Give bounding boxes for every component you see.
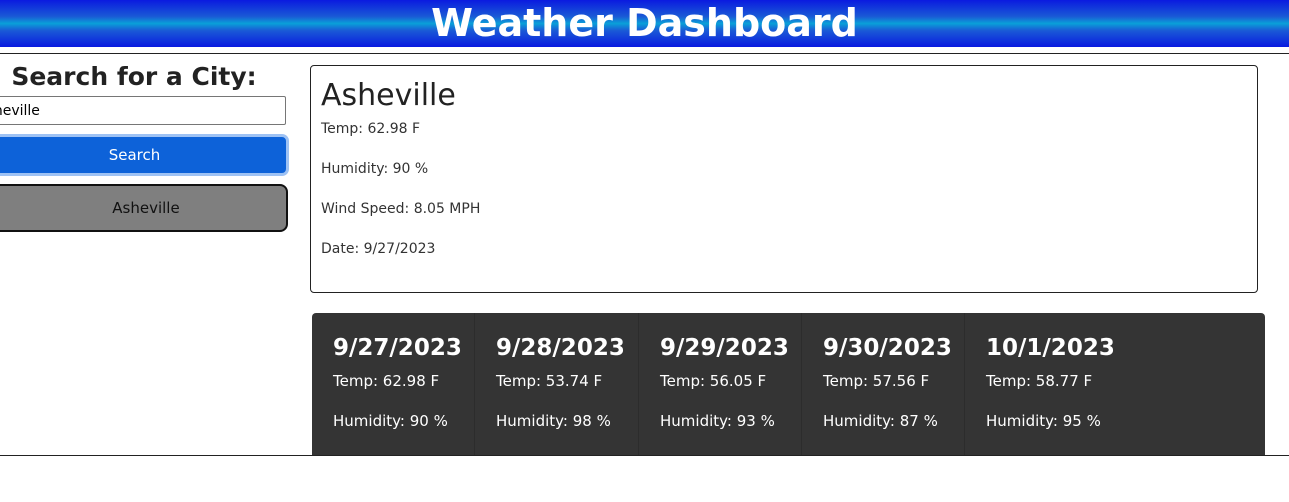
app-header: Weather Dashboard bbox=[0, 0, 1289, 47]
current-city-name: Asheville bbox=[321, 78, 456, 113]
forecast-date: 9/27/2023 bbox=[333, 335, 462, 361]
forecast-humidity: Humidity: 87 % bbox=[823, 412, 938, 430]
forecast-temp: Temp: 58.77 F bbox=[986, 372, 1093, 390]
page-title: Weather Dashboard bbox=[431, 1, 858, 45]
history-city-button[interactable]: Asheville bbox=[0, 184, 288, 232]
footer-divider bbox=[0, 455, 1289, 456]
forecast-date: 9/28/2023 bbox=[496, 335, 625, 361]
forecast-temp: Temp: 53.74 F bbox=[496, 372, 603, 390]
forecast-temp: Temp: 62.98 F bbox=[333, 372, 440, 390]
forecast-card: 9/29/2023 Temp: 56.05 F Humidity: 93 % bbox=[639, 313, 802, 455]
forecast-humidity: Humidity: 98 % bbox=[496, 412, 611, 430]
forecast-temp: Temp: 57.56 F bbox=[823, 372, 930, 390]
search-button[interactable]: Search bbox=[0, 134, 289, 176]
forecast-humidity: Humidity: 95 % bbox=[986, 412, 1101, 430]
forecast-date: 9/30/2023 bbox=[823, 335, 952, 361]
forecast-card: 10/1/2023 Temp: 58.77 F Humidity: 95 % bbox=[965, 313, 1128, 455]
forecast-date: 10/1/2023 bbox=[986, 335, 1115, 361]
header-divider bbox=[0, 53, 1289, 54]
current-wind-speed: Wind Speed: 8.05 MPH bbox=[321, 201, 481, 217]
city-search-input[interactable] bbox=[0, 96, 286, 125]
forecast-card: 9/27/2023 Temp: 62.98 F Humidity: 90 % bbox=[312, 313, 475, 455]
forecast-card: 9/30/2023 Temp: 57.56 F Humidity: 87 % bbox=[802, 313, 965, 455]
search-heading: Search for a City: bbox=[11, 62, 257, 91]
forecast-temp: Temp: 56.05 F bbox=[660, 372, 767, 390]
forecast-date: 9/29/2023 bbox=[660, 335, 789, 361]
current-weather-card: Asheville Temp: 62.98 F Humidity: 90 % W… bbox=[310, 65, 1258, 293]
current-humidity: Humidity: 90 % bbox=[321, 161, 429, 177]
forecast-humidity: Humidity: 90 % bbox=[333, 412, 448, 430]
forecast-card: 9/28/2023 Temp: 53.74 F Humidity: 98 % bbox=[475, 313, 639, 455]
current-temp: Temp: 62.98 F bbox=[321, 121, 421, 137]
current-date: Date: 9/27/2023 bbox=[321, 241, 436, 257]
five-day-forecast: 9/27/2023 Temp: 62.98 F Humidity: 90 % 9… bbox=[312, 313, 1265, 455]
forecast-humidity: Humidity: 93 % bbox=[660, 412, 775, 430]
